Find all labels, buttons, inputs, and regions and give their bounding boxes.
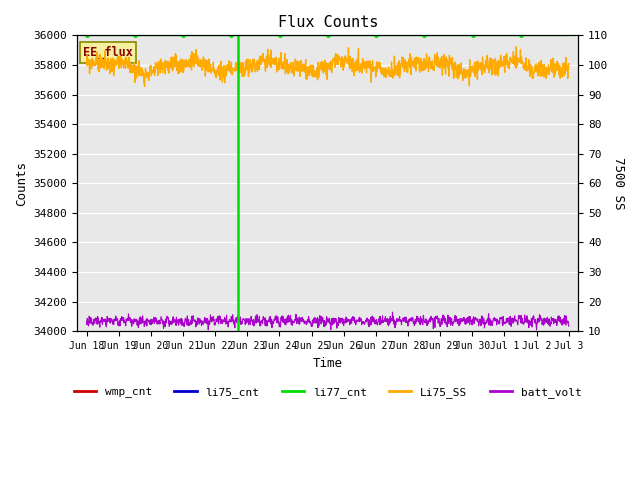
Title: Flux Counts: Flux Counts	[278, 15, 378, 30]
Legend: wmp_cnt, li75_cnt, li77_cnt, Li75_SS, batt_volt: wmp_cnt, li75_cnt, li77_cnt, Li75_SS, ba…	[69, 383, 586, 403]
Text: EE_flux: EE_flux	[83, 46, 133, 59]
Y-axis label: Counts: Counts	[15, 161, 28, 206]
Y-axis label: 7500 SS: 7500 SS	[612, 157, 625, 210]
X-axis label: Time: Time	[313, 357, 342, 370]
